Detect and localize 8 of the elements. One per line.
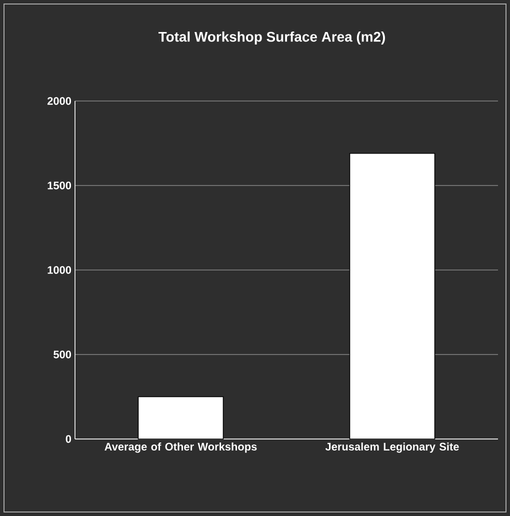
x-tick-label: Average of Other Workshops	[104, 442, 257, 453]
y-tick-label: 500	[54, 350, 72, 358]
y-tick-label: 1000	[48, 266, 72, 274]
x-tick-label: Jerusalem Legionary Site	[325, 442, 459, 453]
y-tick-label: 2000	[47, 97, 72, 105]
chart-title: Total Workshop Surface Area (m2)	[158, 31, 385, 44]
y-tick-label: 0	[66, 435, 72, 443]
y-tick-label: 1500	[48, 182, 72, 190]
